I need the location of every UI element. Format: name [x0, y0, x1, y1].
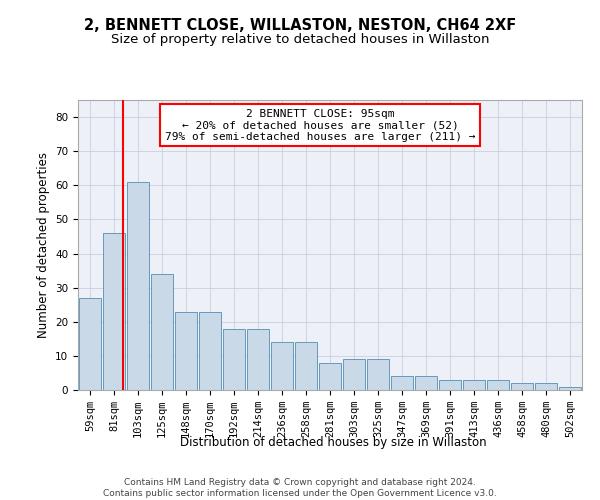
Text: Distribution of detached houses by size in Willaston: Distribution of detached houses by size …	[179, 436, 487, 449]
Bar	[439, 380, 461, 390]
Bar	[175, 312, 197, 390]
Bar	[223, 328, 245, 390]
Bar	[151, 274, 173, 390]
Text: Size of property relative to detached houses in Willaston: Size of property relative to detached ho…	[111, 32, 489, 46]
Bar	[199, 312, 221, 390]
Bar	[343, 360, 365, 390]
Text: Contains HM Land Registry data © Crown copyright and database right 2024.
Contai: Contains HM Land Registry data © Crown c…	[103, 478, 497, 498]
Bar	[415, 376, 437, 390]
Bar	[319, 362, 341, 390]
Bar	[511, 383, 533, 390]
Bar	[367, 360, 389, 390]
Y-axis label: Number of detached properties: Number of detached properties	[37, 152, 50, 338]
Bar	[391, 376, 413, 390]
Bar	[79, 298, 101, 390]
Bar	[535, 383, 557, 390]
Bar	[103, 233, 125, 390]
Bar	[127, 182, 149, 390]
Text: 2, BENNETT CLOSE, WILLASTON, NESTON, CH64 2XF: 2, BENNETT CLOSE, WILLASTON, NESTON, CH6…	[84, 18, 516, 32]
Bar	[559, 386, 581, 390]
Bar	[247, 328, 269, 390]
Bar	[463, 380, 485, 390]
Bar	[487, 380, 509, 390]
Bar	[271, 342, 293, 390]
Bar	[295, 342, 317, 390]
Text: 2 BENNETT CLOSE: 95sqm
← 20% of detached houses are smaller (52)
79% of semi-det: 2 BENNETT CLOSE: 95sqm ← 20% of detached…	[164, 108, 475, 142]
